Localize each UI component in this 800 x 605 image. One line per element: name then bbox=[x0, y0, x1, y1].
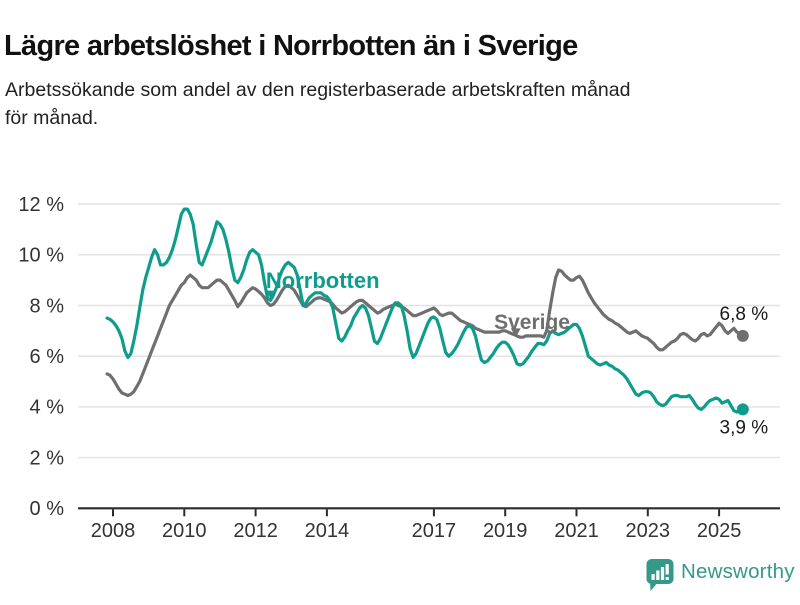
y-axis-tick-label: 2 % bbox=[30, 447, 65, 469]
newsworthy-logo-text: Newsworthy bbox=[681, 560, 795, 583]
newsworthy-logo: Newsworthy bbox=[646, 558, 795, 592]
page-title: Lägre arbetslöshet i Norrbotten än i Sve… bbox=[4, 30, 578, 63]
series-label-sverige: Sverige bbox=[494, 311, 570, 334]
y-axis-tick-label: 8 % bbox=[30, 295, 65, 317]
y-axis-tick-label: 12 % bbox=[18, 194, 64, 216]
y-axis-tick-label: 10 % bbox=[18, 245, 64, 267]
series-end-dot-sverige bbox=[736, 329, 749, 342]
series-label-norrbotten: Norrbotten bbox=[266, 268, 380, 293]
x-axis-tick-label: 2023 bbox=[626, 520, 671, 542]
page-subtitle: Arbetssökande som andel av den registerb… bbox=[5, 77, 797, 132]
x-axis-tick-label: 2012 bbox=[233, 520, 278, 542]
series-end-dot-norrbotten bbox=[736, 403, 749, 416]
x-axis-tick-label: 2014 bbox=[305, 520, 350, 542]
x-axis-tick-label: 2025 bbox=[697, 520, 742, 542]
y-axis-tick-label: 4 % bbox=[30, 397, 65, 419]
x-axis-tick-label: 2008 bbox=[91, 520, 136, 542]
x-axis-tick-label: 2017 bbox=[412, 520, 457, 542]
series-label-caret-norrbotten bbox=[265, 290, 276, 300]
y-axis-tick-label: 6 % bbox=[30, 346, 65, 368]
series-line-norrbotten bbox=[105, 207, 745, 414]
subtitle-line-1: Arbetssökande som andel av den registerb… bbox=[5, 79, 631, 101]
x-axis-tick-label: 2010 bbox=[162, 520, 207, 542]
series-end-label-norrbotten: 3,9 % bbox=[720, 417, 769, 438]
subtitle-line-2: för månad. bbox=[5, 106, 99, 129]
series-label-caret-sverige bbox=[510, 328, 521, 337]
series-line-sverige bbox=[105, 268, 745, 398]
x-axis-tick-label: 2019 bbox=[483, 520, 528, 542]
newsworthy-logo-icon bbox=[646, 559, 674, 591]
x-axis-tick-label: 2021 bbox=[554, 520, 599, 542]
series-end-label-sverige: 6,8 % bbox=[720, 304, 769, 325]
y-axis-tick-label: 0 % bbox=[30, 498, 65, 520]
